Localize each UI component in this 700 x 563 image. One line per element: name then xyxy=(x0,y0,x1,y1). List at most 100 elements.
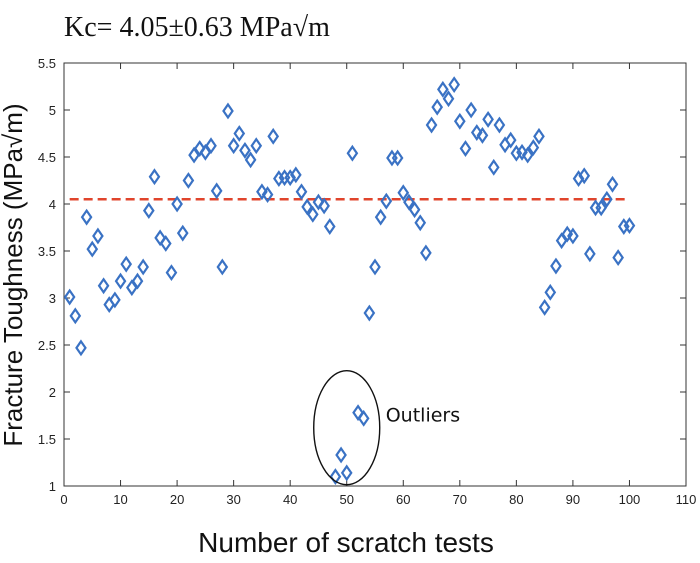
data-point xyxy=(312,193,325,211)
data-point xyxy=(363,304,376,322)
data-point xyxy=(142,202,155,220)
data-point xyxy=(63,288,76,306)
data-point xyxy=(470,124,483,141)
data-point xyxy=(544,283,557,301)
x-tick-label: 90 xyxy=(566,492,580,507)
data-point xyxy=(391,149,404,167)
data-point xyxy=(538,298,551,316)
data-point xyxy=(261,186,274,204)
data-point xyxy=(329,468,342,486)
x-tick-label: 70 xyxy=(453,492,467,507)
axes-box xyxy=(63,62,687,487)
data-point xyxy=(584,245,596,263)
data-point xyxy=(69,307,82,325)
data-point xyxy=(120,255,133,273)
plot-area: 0 10 20 30 40 50 60 70 80 90 100 110 1 1.5 2 2.5 3 3.5 4 4.… xyxy=(38,56,696,507)
data-point xyxy=(256,183,268,201)
data-point xyxy=(408,201,421,219)
y-tick-label: 2 xyxy=(49,385,56,400)
data-point xyxy=(420,244,432,262)
data-point xyxy=(374,208,387,226)
data-point xyxy=(521,146,534,164)
data-point xyxy=(516,143,528,161)
data-point xyxy=(600,190,613,208)
y-tick-label: 5.5 xyxy=(38,56,56,71)
data-point xyxy=(301,198,313,216)
x-tick-label: 100 xyxy=(619,492,641,507)
y-tick-label: 4 xyxy=(49,197,56,212)
data-point xyxy=(306,205,319,223)
y-tick-label: 3.5 xyxy=(38,244,56,259)
data-point xyxy=(504,131,517,149)
data-point xyxy=(578,167,591,185)
data-point xyxy=(397,184,410,202)
x-tick-label: 80 xyxy=(509,492,523,507)
data-point xyxy=(137,258,150,276)
data-point xyxy=(527,139,540,157)
data-point xyxy=(595,199,608,217)
data-point xyxy=(154,229,166,247)
x-tick-label: 60 xyxy=(396,492,410,507)
data-point xyxy=(171,195,183,213)
data-point xyxy=(244,151,257,169)
data-point xyxy=(75,339,87,357)
data-point xyxy=(216,258,229,276)
data-point xyxy=(233,125,246,142)
data-point xyxy=(131,272,144,290)
y-tick-label: 1.5 xyxy=(38,432,56,447)
data-point xyxy=(487,158,500,176)
data-point xyxy=(550,257,562,275)
y-tick-label: 4.5 xyxy=(38,150,56,165)
data-point xyxy=(346,144,359,162)
x-tick-label: 20 xyxy=(170,492,184,507)
y-tick-label: 1 xyxy=(49,479,56,494)
x-tick-label: 40 xyxy=(283,492,297,507)
data-point xyxy=(431,98,444,116)
data-point xyxy=(567,227,579,245)
data-point xyxy=(227,137,240,155)
data-point xyxy=(612,249,624,267)
y-tick-label: 5 xyxy=(49,103,56,118)
data-point xyxy=(148,168,161,186)
y-tick-label: 3 xyxy=(49,291,56,306)
data-point xyxy=(465,101,477,119)
data-point xyxy=(159,235,172,252)
data-point xyxy=(476,126,489,144)
chart-title: Kc= 4.05±0.63 MPa√m xyxy=(64,12,330,43)
data-point xyxy=(623,217,636,235)
data-point xyxy=(239,141,251,159)
data-point xyxy=(335,446,347,464)
data-point xyxy=(606,175,619,193)
y-tick-label: 2.5 xyxy=(38,338,56,353)
data-point xyxy=(250,137,263,155)
data-point xyxy=(572,170,585,188)
data-point xyxy=(340,464,353,482)
data-point xyxy=(176,224,189,242)
data-point xyxy=(318,197,330,215)
data-point xyxy=(482,110,494,128)
x-tick-label: 10 xyxy=(113,492,127,507)
x-tick-label: 50 xyxy=(339,492,353,507)
data-point xyxy=(295,183,308,201)
x-tick-label: 30 xyxy=(226,492,240,507)
data-point xyxy=(205,137,217,155)
x-tick-label: 0 xyxy=(60,492,67,507)
data-point xyxy=(493,116,506,134)
data-point xyxy=(380,192,393,210)
data-point xyxy=(352,404,364,422)
outliers-ellipse xyxy=(313,370,381,486)
data-point xyxy=(182,172,195,189)
data-point xyxy=(403,193,415,211)
data-point xyxy=(448,76,461,94)
data-point xyxy=(165,264,178,282)
data-point xyxy=(114,272,127,290)
data-point xyxy=(323,218,336,235)
data-point xyxy=(459,140,472,157)
data-point xyxy=(425,116,438,134)
data-point xyxy=(222,102,234,120)
data-point xyxy=(267,127,280,145)
data-point xyxy=(97,277,110,295)
y-axis-label: Fracture Toughness (MPa√m) xyxy=(0,103,28,446)
data-point xyxy=(442,90,455,108)
